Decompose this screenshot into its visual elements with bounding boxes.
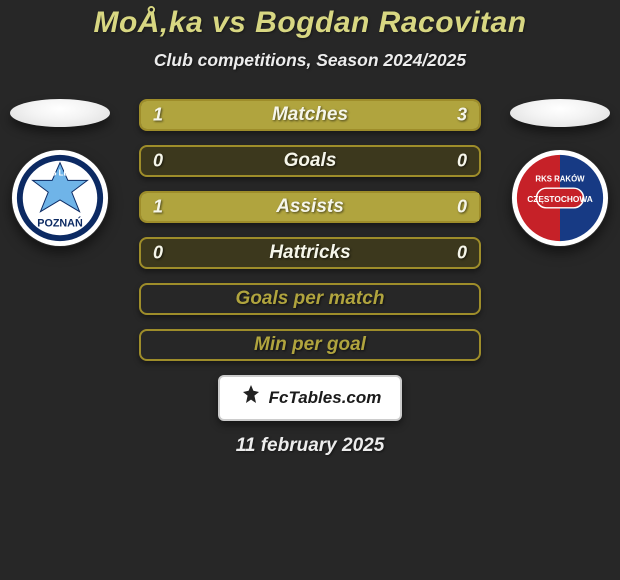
stat-label: Matches [272, 104, 348, 126]
left-team-crest-icon: POZNAŃ KKS LECH [11, 149, 109, 247]
date-stamp: 11 february 2025 [0, 435, 620, 457]
stat-label: Goals per match [236, 288, 385, 310]
stat-label: Assists [276, 196, 344, 218]
stat-row: 1 Matches 3 [139, 99, 481, 131]
stat-value-right: 0 [457, 243, 467, 264]
stat-label: Goals [284, 150, 337, 172]
stat-row: 1 Assists 0 [139, 191, 481, 223]
stat-value-right: 3 [457, 105, 467, 126]
stat-row: 0 Goals 0 [139, 145, 481, 177]
page-title: MoÅ‚ka vs Bogdan Racovitan [93, 6, 526, 40]
right-team-column: CZĘSTOCHOWA RKS RAKÓW [510, 99, 610, 247]
stat-value-right: 0 [457, 197, 467, 218]
stat-row-empty: Min per goal [139, 329, 481, 361]
stat-row-empty: Goals per match [139, 283, 481, 315]
left-player-pebble [10, 99, 110, 127]
stats-rows: 1 Matches 3 0 Goals 0 1 Assists 0 0 Hattricks 0 Goal… [139, 99, 481, 361]
stat-label: Min per goal [254, 334, 366, 356]
brand-badge[interactable]: FcTables.com [218, 375, 402, 421]
right-team-crest-icon: CZĘSTOCHOWA RKS RAKÓW [511, 149, 609, 247]
comparison-area: POZNAŃ KKS LECH CZĘSTOCHOWA RKS RAKÓW 1 M… [0, 99, 620, 457]
stat-value-left: 0 [153, 243, 163, 264]
svg-text:POZNAŃ: POZNAŃ [37, 216, 83, 229]
stat-row: 0 Hattricks 0 [139, 237, 481, 269]
stat-label: Hattricks [269, 242, 350, 264]
left-team-column: POZNAŃ KKS LECH [10, 99, 110, 247]
svg-text:CZĘSTOCHOWA: CZĘSTOCHOWA [527, 194, 593, 204]
stat-fill-right [226, 101, 480, 129]
brand-logo-icon [239, 383, 263, 413]
stat-value-right: 0 [457, 151, 467, 172]
right-player-pebble [510, 99, 610, 127]
brand-text: FcTables.com [269, 388, 382, 408]
svg-text:RKS RAKÓW: RKS RAKÓW [535, 174, 585, 183]
svg-text:KKS LECH: KKS LECH [40, 168, 80, 177]
stat-value-left: 1 [153, 105, 163, 126]
stat-value-left: 1 [153, 197, 163, 218]
stat-value-left: 0 [153, 151, 163, 172]
page-subtitle: Club competitions, Season 2024/2025 [154, 50, 466, 71]
